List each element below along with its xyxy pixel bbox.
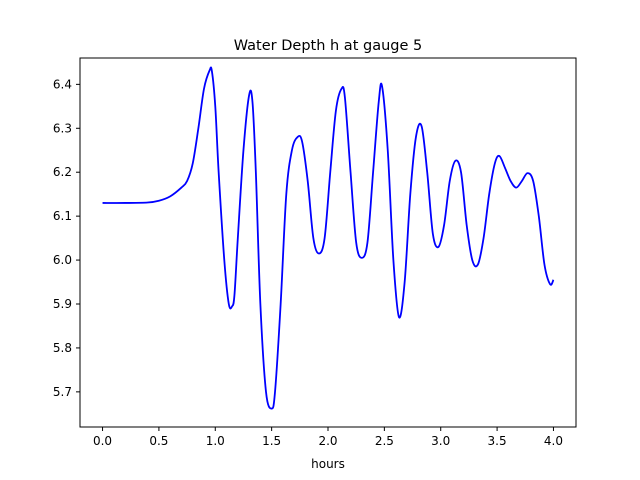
x-tick-label: 0.0 <box>93 434 112 448</box>
x-tick-label: 0.5 <box>149 434 168 448</box>
plot-area-frame <box>79 57 577 428</box>
x-tick-label: 2.0 <box>318 434 337 448</box>
y-tick-label: 6.0 <box>53 253 72 267</box>
y-tick-label: 5.7 <box>53 385 72 399</box>
x-tick-label: 3.5 <box>488 434 507 448</box>
y-axis: 5.7 5.8 5.9 6.0 6.1 6.2 6.3 6.4 <box>53 77 80 399</box>
x-tick-label: 3.0 <box>431 434 450 448</box>
x-tick-label: 1.0 <box>206 434 225 448</box>
y-tick-label: 5.9 <box>53 297 72 311</box>
series-line <box>102 66 555 410</box>
x-tick-label: 4.0 <box>544 434 563 448</box>
y-tick-label: 6.2 <box>53 165 72 179</box>
x-axis: 0.0 0.5 1.0 1.5 2.0 2.5 3.0 3.5 4.0 <box>93 427 563 448</box>
y-tick-label: 6.3 <box>53 121 72 135</box>
x-axis-label: hours <box>311 457 345 471</box>
y-tick-label: 6.4 <box>53 77 72 91</box>
x-tick-label: 1.5 <box>262 434 281 448</box>
chart-title: Water Depth h at gauge 5 <box>234 38 422 54</box>
y-tick-label: 5.8 <box>53 341 72 355</box>
x-tick-label: 2.5 <box>375 434 394 448</box>
series-layer <box>102 66 555 410</box>
y-tick-label: 6.1 <box>53 209 72 223</box>
